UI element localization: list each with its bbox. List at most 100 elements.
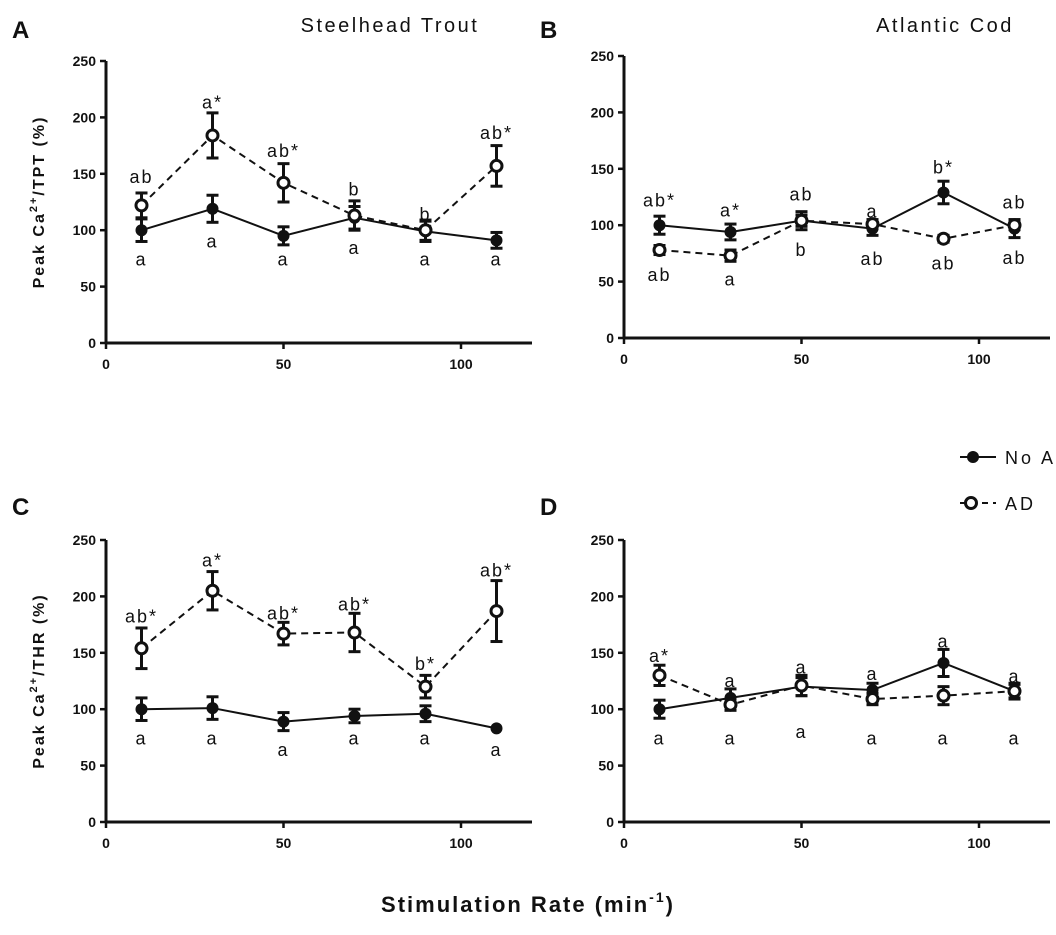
y-tick-label: 100: [73, 222, 97, 238]
significance-label: a: [1008, 666, 1020, 686]
significance-label: a: [866, 664, 878, 684]
significance-label: a: [135, 729, 147, 749]
x-tick-label: 100: [449, 356, 473, 372]
significance-label: a: [937, 632, 949, 652]
y-axis-label-sup: 2+: [28, 196, 40, 213]
y-tick-label: 200: [591, 588, 615, 604]
significance-label: a*: [720, 201, 741, 221]
data-point-ad: [865, 217, 880, 232]
x-axis-label-part: Stimulation Rate (min: [381, 892, 649, 917]
y-tick-label: 0: [606, 814, 614, 830]
significance-label: a: [348, 729, 360, 749]
data-point-no-ad: [206, 202, 219, 215]
y-tick-label: 250: [591, 48, 615, 64]
significance-label: a: [653, 729, 665, 749]
y-tick-label: 0: [88, 814, 96, 830]
y-axis-label-part: /THR (%): [31, 593, 48, 676]
significance-label: ab*: [643, 190, 676, 210]
significance-label: ab: [789, 185, 813, 205]
y-tick-label: 200: [73, 588, 97, 604]
significance-label: a: [866, 729, 878, 749]
x-tick-label: 50: [794, 351, 810, 367]
series-no-ad: [653, 179, 1021, 242]
x-tick-label: 0: [102, 356, 110, 372]
series-line: [141, 207, 497, 242]
significance-label: a: [277, 740, 289, 760]
legend-item-ad: AD: [960, 494, 1033, 514]
x-tick-label: 0: [620, 835, 628, 851]
series-ad: [134, 570, 504, 700]
y-axis-label: Peak Ca2+/THR (%): [28, 593, 48, 768]
data-point-ad: [794, 678, 809, 693]
data-point-no-ad: [135, 703, 148, 716]
significance-label: ab*: [267, 603, 300, 623]
panel-d: D 0 50 100 150 200 250 0 50 100 a* a a a a a a a a a a a: [540, 494, 1050, 851]
series-ad: [652, 663, 1022, 712]
y-tick-label: 0: [606, 330, 614, 346]
significance-label: a: [419, 250, 431, 270]
data-point-no-ad: [490, 234, 503, 247]
series-line: [659, 674, 1015, 706]
x-tick-label: 0: [620, 351, 628, 367]
significance-label: ab*: [480, 560, 513, 580]
data-point-ad: [794, 213, 809, 228]
legend-item-noad: No AD: [960, 448, 1056, 468]
significance-label: ab: [1002, 248, 1026, 268]
significance-label: a: [724, 671, 736, 691]
y-axis-label-part: /TPT (%): [31, 116, 48, 196]
data-point-ad: [652, 668, 667, 683]
significance-label: b: [795, 240, 807, 260]
significance-label: a: [277, 250, 289, 270]
data-point-ad: [723, 697, 738, 712]
significance-label: a: [937, 729, 949, 749]
data-point-ad: [489, 604, 504, 619]
data-point-ad: [134, 198, 149, 213]
y-tick-label: 250: [591, 532, 615, 548]
significance-label: ab: [129, 167, 153, 187]
data-point-no-ad: [937, 656, 950, 669]
panel-letter: B: [540, 17, 557, 44]
x-tick-label: 0: [102, 835, 110, 851]
data-point-no-ad: [206, 702, 219, 715]
x-tick-label: 50: [794, 835, 810, 851]
panel-title: Steelhead Trout: [301, 15, 480, 37]
significance-label: ab*: [480, 123, 513, 143]
significance-label: ab: [931, 254, 955, 274]
significance-label: ab*: [267, 141, 300, 161]
legend-marker-filled: [967, 451, 979, 463]
series-line: [140, 589, 498, 688]
y-tick-label: 150: [591, 645, 615, 661]
data-point-ad: [347, 208, 362, 223]
y-axis-label-part: Peak Ca: [31, 212, 48, 288]
data-point-no-ad: [653, 219, 666, 232]
panel-a: A Steelhead Trout 0 50 100 150 200 250 0 50 100 Pea…: [12, 15, 532, 372]
significance-label: a: [348, 238, 360, 258]
y-tick-label: 200: [73, 109, 97, 125]
significance-label: a: [724, 729, 736, 749]
series-line: [659, 191, 1015, 233]
data-point-no-ad: [653, 703, 666, 716]
significance-label: a: [206, 729, 218, 749]
data-point-ad: [276, 175, 291, 190]
y-tick-label: 250: [73, 532, 97, 548]
x-tick-label: 50: [276, 835, 292, 851]
significance-label: ab: [647, 265, 671, 285]
significance-label: a*: [202, 550, 223, 570]
legend-marker-open: [964, 496, 978, 510]
data-point-ad: [489, 158, 504, 173]
data-point-ad: [347, 625, 362, 640]
data-point-no-ad: [135, 224, 148, 237]
data-point-ad: [205, 583, 220, 598]
series-ad: [652, 213, 1022, 263]
data-point-ad: [723, 248, 738, 263]
data-point-ad: [276, 626, 291, 641]
panel-letter: C: [12, 494, 29, 521]
data-point-ad: [936, 688, 951, 703]
y-tick-label: 150: [73, 166, 97, 182]
series-line: [659, 219, 1015, 257]
significance-label: a: [490, 250, 502, 270]
y-axis-label-sup: 2+: [28, 676, 40, 693]
data-point-no-ad: [348, 709, 361, 722]
significance-label: a: [866, 202, 878, 222]
